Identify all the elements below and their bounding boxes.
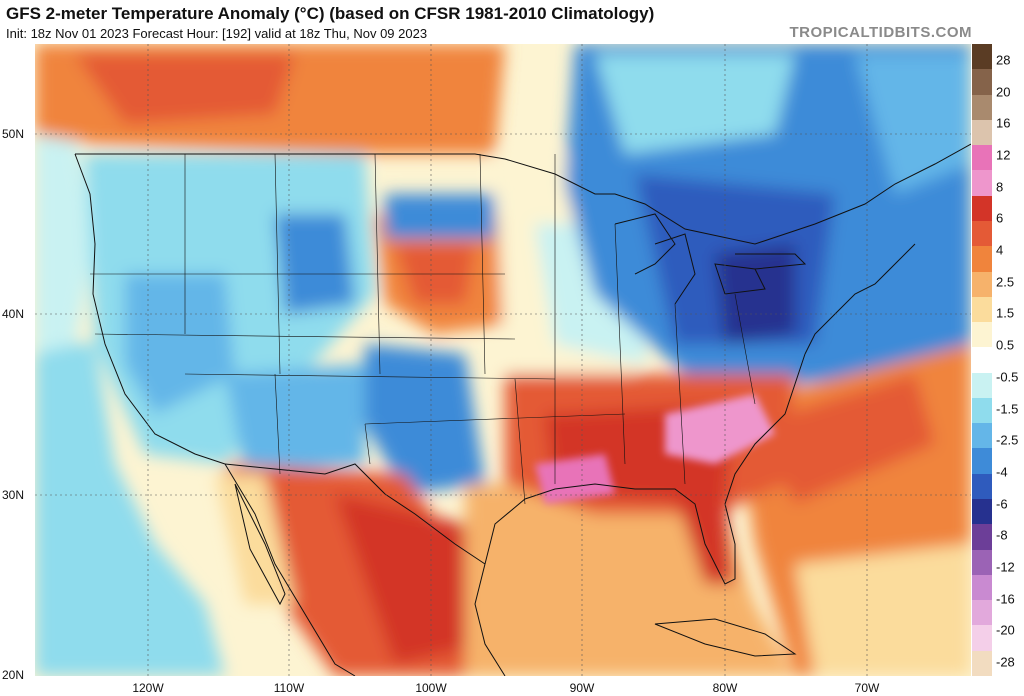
us-canada-border — [75, 143, 971, 245]
colorbar-cell — [972, 322, 992, 348]
colorbar-cell — [972, 600, 992, 626]
region-appalachian-deep — [715, 244, 795, 344]
colorbar-label: -20 — [996, 622, 1015, 638]
state-line-1 — [184, 153, 486, 375]
colorbar-label: -8 — [996, 527, 1008, 543]
state-line-4 — [274, 373, 526, 505]
colorbar-label: 6 — [996, 210, 1004, 226]
colorbar-cell — [972, 145, 992, 171]
anomaly-map — [35, 44, 971, 676]
colorbar-label: -0.5 — [996, 369, 1019, 385]
state-line-2 — [90, 273, 626, 425]
colorbar-cell — [972, 574, 992, 601]
state-line-3 — [554, 154, 756, 485]
colorbar-label: -1.5 — [996, 401, 1019, 417]
region-carolina-hot — [665, 394, 775, 464]
lat-label-30n: 30N — [2, 488, 25, 502]
colorbar-cell — [972, 271, 992, 298]
colorbar-label: 28 — [996, 52, 1011, 68]
boundaries — [74, 143, 971, 676]
lon-label-110w: 110W — [273, 681, 305, 695]
region-baja-pale — [215, 474, 295, 604]
region-atlantic-hot — [755, 374, 935, 504]
east-coast — [804, 243, 916, 355]
region-pacific-pale — [35, 124, 95, 354]
colorbar-cell — [972, 94, 992, 121]
colorbar-label: 4 — [996, 242, 1004, 258]
us-mexico-border — [224, 463, 486, 565]
forecast-info: Init: 18z Nov 01 2023 Forecast Hour: [19… — [6, 26, 428, 41]
west-coast — [74, 153, 226, 465]
colorbar-cell — [972, 246, 992, 272]
colorbar-cell — [972, 69, 992, 96]
baja-coast — [234, 483, 286, 606]
lat-label-40n: 40N — [2, 307, 25, 321]
region-dakotas-cold — [385, 194, 495, 239]
colorbar-label: -12 — [996, 559, 1015, 575]
region-rockies-cold — [275, 214, 355, 314]
colorbar-cell — [972, 524, 992, 551]
colorbar — [972, 44, 992, 677]
region-great-basin-cold — [125, 274, 235, 414]
colorbar-cell — [972, 650, 992, 677]
colorbar-cell — [972, 372, 992, 399]
colorbar-cell — [972, 499, 992, 525]
gulf-coast — [484, 353, 806, 585]
graticule — [35, 44, 971, 676]
map-title: GFS 2-meter Temperature Anomaly (°C) (ba… — [6, 4, 655, 23]
region-texas-cold — [365, 344, 485, 494]
colorbar-label: -6 — [996, 496, 1008, 512]
colorbar-cell — [972, 347, 992, 374]
colorbar-cell — [972, 423, 992, 449]
colorbar-cell — [972, 44, 992, 70]
colorbar-cell — [972, 448, 992, 475]
mexico-coast — [224, 463, 506, 676]
lon-label-120w: 120W — [132, 681, 164, 695]
colorbar-label: -16 — [996, 591, 1015, 607]
lon-label-70w: 70W — [854, 681, 880, 695]
cuba-coast — [654, 618, 797, 657]
site-watermark: TROPICALTIDBITS.COM — [789, 24, 972, 41]
colorbar-cell — [972, 195, 992, 222]
colorbar-cell — [972, 220, 992, 247]
colorbar-label: 20 — [996, 84, 1011, 100]
colorbar-label: -2.5 — [996, 432, 1019, 448]
colorbar-cell — [972, 119, 992, 146]
colorbar-cell — [972, 473, 992, 500]
colorbar-label: 0.5 — [996, 337, 1015, 353]
colorbar-label: 12 — [996, 147, 1011, 163]
region-pacific-cool — [35, 344, 225, 676]
anomaly-map-svg — [35, 44, 971, 676]
colorbar-label: 1.5 — [996, 305, 1015, 321]
lon-label-90w: 90W — [569, 681, 595, 695]
region-caribbean-pale — [795, 544, 971, 676]
state-lines — [90, 153, 756, 505]
lat-label-20n: 20N — [2, 668, 25, 682]
region-labrador-light — [855, 54, 971, 194]
colorbar-label: 2.5 — [996, 274, 1015, 290]
colorbar-label: -28 — [996, 654, 1015, 670]
region-mexico-hot — [335, 494, 485, 664]
colorbar-label: 16 — [996, 115, 1011, 131]
lat-label-50n: 50N — [2, 127, 25, 141]
colorbar-label: -4 — [996, 464, 1008, 480]
lon-label-100w: 100W — [415, 681, 447, 695]
region-quebec-light — [595, 54, 795, 154]
colorbar-cell — [972, 296, 992, 323]
lon-label-80w: 80W — [712, 681, 738, 695]
region-florida-hot — [675, 494, 735, 584]
colorbar-cell — [972, 170, 992, 197]
great-lakes — [614, 213, 807, 305]
region-new-mexico-cool — [225, 364, 365, 474]
colorbar-cell — [972, 397, 992, 424]
colorbar-cell — [972, 549, 992, 576]
colorbar-cell — [972, 625, 992, 652]
region-canada-west-hot — [75, 54, 295, 124]
colorbar-label: 8 — [996, 179, 1004, 195]
